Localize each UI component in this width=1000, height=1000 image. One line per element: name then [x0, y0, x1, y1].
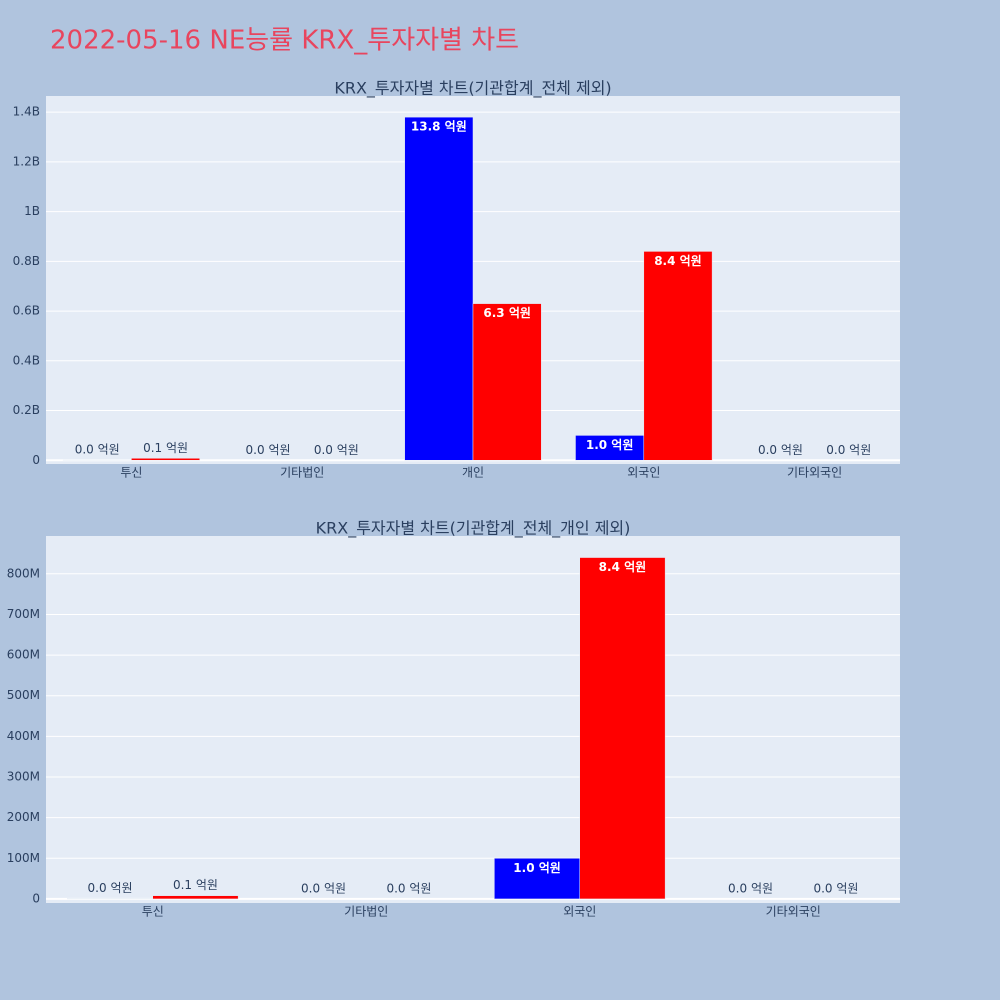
page-title: 2022-05-16 NE능률 KRX_투자자별 차트	[50, 26, 519, 56]
bar	[152, 895, 239, 900]
value-label: 0.0 억원	[246, 443, 291, 457]
y-tick-label: 600M	[7, 648, 40, 662]
value-label: 0.0 억원	[88, 881, 133, 895]
value-label: 1.0 억원	[513, 861, 561, 875]
value-label: 0.0 억원	[758, 443, 803, 457]
y-tick-label: 0.2B	[13, 403, 40, 417]
x-tick-label: 투신	[142, 905, 164, 919]
bar	[579, 557, 666, 900]
chart-subtitle: KRX_투자자별 차트(기관합계_전체_개인 제외)	[316, 519, 631, 539]
y-tick-label: 0.8B	[13, 254, 40, 268]
x-tick-label: 외국인	[627, 466, 660, 480]
bar	[404, 116, 474, 461]
value-label: 0.1 억원	[173, 878, 218, 892]
value-label: 0.0 억원	[75, 443, 120, 457]
y-tick-label: 0	[32, 453, 40, 467]
x-tick-label: 기타외국인	[766, 905, 821, 919]
x-tick-label: 외국인	[563, 905, 596, 919]
y-tick-label: 300M	[7, 770, 40, 784]
y-tick-label: 500M	[7, 688, 40, 702]
bar	[472, 303, 542, 461]
x-tick-label: 기타외국인	[787, 466, 842, 480]
bar	[494, 858, 581, 900]
value-label: 0.1 억원	[143, 441, 188, 455]
value-label: 0.0 억원	[301, 881, 346, 895]
y-tick-label: 1B	[24, 204, 40, 218]
value-label: 0.0 억원	[826, 443, 871, 457]
chart-subtitle: KRX_투자자별 차트(기관합계_전체 제외)	[334, 79, 611, 99]
y-tick-label: 200M	[7, 810, 40, 824]
value-label: 0.0 억원	[728, 881, 773, 895]
x-tick-label: 기타법인	[280, 466, 324, 480]
y-tick-label: 0.6B	[13, 304, 40, 318]
y-tick-label: 1.2B	[13, 154, 40, 168]
value-label: 0.0 억원	[314, 443, 359, 457]
y-tick-label: 0.4B	[13, 353, 40, 367]
value-label: 6.3 억원	[483, 306, 531, 320]
y-tick-label: 0	[32, 891, 40, 905]
value-label: 8.4 억원	[599, 560, 647, 574]
bar	[643, 251, 713, 461]
x-tick-label: 개인	[462, 466, 484, 480]
x-tick-label: 투신	[120, 466, 142, 480]
bar	[131, 458, 200, 461]
value-label: 8.4 억원	[654, 254, 702, 268]
y-tick-label: 800M	[7, 566, 40, 580]
value-label: 0.0 억원	[813, 881, 858, 895]
plot-area	[46, 536, 900, 903]
x-tick-label: 기타법인	[344, 905, 388, 919]
value-label: 1.0 억원	[586, 438, 634, 452]
y-tick-label: 100M	[7, 851, 40, 865]
y-tick-label: 400M	[7, 729, 40, 743]
value-label: 0.0 억원	[386, 881, 431, 895]
y-tick-label: 1.4B	[13, 105, 40, 119]
value-label: 13.8 억원	[411, 120, 467, 134]
y-tick-label: 700M	[7, 607, 40, 621]
